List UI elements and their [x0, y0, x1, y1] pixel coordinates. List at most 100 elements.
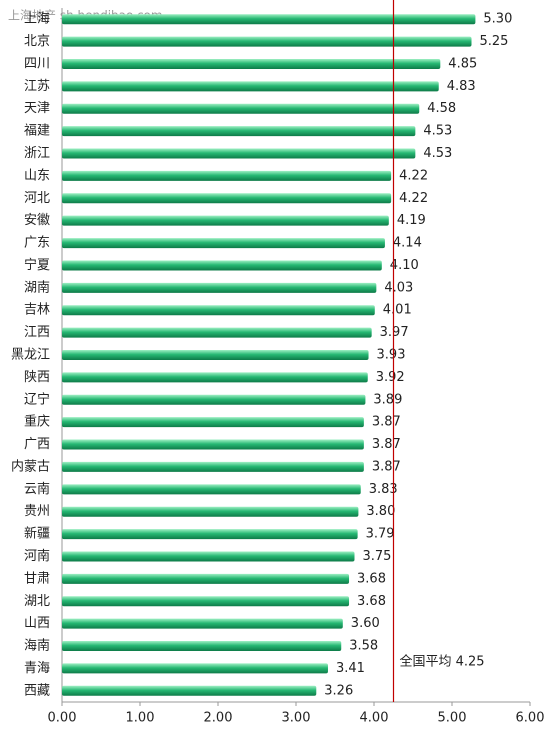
- bar: [62, 81, 439, 92]
- y-tick-label: 海南: [24, 638, 50, 654]
- bar: [62, 573, 350, 584]
- bar: [62, 641, 342, 652]
- data-label: 3.87: [372, 415, 401, 430]
- bar: [62, 215, 389, 226]
- bar: [62, 36, 472, 47]
- x-tick-label: 1.00: [126, 711, 155, 726]
- y-tick-label: 陕西: [24, 370, 50, 385]
- y-tick-label: 广西: [24, 437, 50, 452]
- x-tick-label: 5.00: [438, 711, 467, 726]
- y-tick-label: 河南: [24, 548, 50, 564]
- y-tick-label: 黑龙江: [11, 348, 50, 363]
- data-label: 3.87: [372, 459, 401, 474]
- data-label: 3.92: [376, 370, 405, 385]
- data-label: 3.89: [373, 392, 402, 407]
- data-label: 4.53: [423, 146, 452, 161]
- bar: [62, 126, 416, 137]
- y-tick-label: 山东: [24, 168, 50, 183]
- data-label: 4.83: [447, 79, 476, 94]
- y-tick-label: 甘肃: [24, 571, 50, 586]
- bar: [62, 350, 369, 360]
- bar: [62, 282, 377, 293]
- data-label: 3.68: [357, 594, 386, 609]
- y-tick-label: 四川: [24, 56, 50, 71]
- y-tick-label: 北京: [24, 34, 50, 49]
- x-tick-label: 2.00: [204, 711, 233, 726]
- data-label: 4.03: [384, 280, 413, 295]
- data-label: 3.97: [380, 325, 409, 340]
- data-label: 3.26: [324, 683, 353, 698]
- data-label: 4.14: [393, 236, 422, 251]
- y-tick-label: 福建: [24, 124, 50, 139]
- data-label: 3.68: [357, 571, 386, 586]
- bar: [62, 394, 366, 405]
- data-label: 4.85: [448, 56, 477, 71]
- data-label: 4.53: [423, 124, 452, 139]
- data-label: 3.83: [369, 482, 398, 497]
- y-tick-label: 浙江: [24, 146, 50, 161]
- bar: [62, 551, 355, 562]
- data-label: 5.25: [480, 34, 509, 49]
- bar: [62, 14, 476, 25]
- bar: [62, 663, 328, 674]
- bar: [62, 305, 375, 316]
- data-label: 3.93: [377, 348, 406, 363]
- bar: [62, 417, 364, 428]
- bar: [62, 484, 361, 495]
- y-tick-label: 西藏: [24, 683, 50, 698]
- data-label: 3.79: [366, 527, 395, 542]
- bar: [62, 506, 359, 517]
- bar: [62, 596, 350, 607]
- data-label: 5.30: [483, 12, 512, 27]
- data-label: 3.75: [363, 549, 392, 564]
- bar: [62, 461, 364, 472]
- y-tick-label: 湖北: [24, 594, 50, 609]
- y-tick-label: 辽宁: [24, 391, 50, 407]
- bar: [62, 529, 358, 540]
- data-label: 4.10: [390, 258, 419, 273]
- y-tick-label: 湖南: [24, 279, 50, 295]
- bar: [62, 58, 441, 69]
- bar: [62, 238, 385, 249]
- data-label: 3.80: [366, 504, 395, 519]
- x-tick-label: 0.00: [48, 711, 77, 726]
- y-tick-label: 江西: [24, 325, 50, 340]
- y-tick-label: 内蒙古: [11, 458, 50, 474]
- y-tick-label: 上海: [24, 12, 50, 27]
- y-tick-label: 贵州: [24, 504, 50, 519]
- x-tick-label: 6.00: [516, 711, 545, 726]
- y-tick-label: 重庆: [24, 414, 50, 430]
- x-tick-label: 4.00: [360, 711, 389, 726]
- y-tick-label: 吉林: [24, 303, 50, 318]
- data-label: 3.87: [372, 437, 401, 452]
- y-tick-label: 新疆: [24, 526, 50, 542]
- y-tick-label: 江苏: [24, 78, 50, 94]
- bar: [62, 327, 372, 338]
- data-label: 4.19: [397, 213, 426, 228]
- y-tick-label: 宁夏: [24, 257, 50, 273]
- bar: [62, 618, 343, 629]
- y-tick-label: 云南: [24, 481, 50, 497]
- data-label: 4.22: [399, 168, 428, 183]
- y-tick-label: 青海: [24, 661, 50, 676]
- data-label: 4.58: [427, 101, 456, 116]
- y-tick-label: 河北: [24, 191, 50, 206]
- bar: [62, 148, 416, 159]
- data-label: 4.22: [399, 191, 428, 206]
- bar: [62, 439, 364, 450]
- data-label: 3.41: [336, 661, 365, 676]
- reference-label: 全国平均 4.25: [400, 654, 485, 670]
- y-tick-label: 安徽: [24, 213, 50, 228]
- bar: [62, 260, 382, 271]
- bar: [62, 103, 420, 114]
- data-label: 4.01: [383, 303, 412, 318]
- data-label: 3.60: [351, 616, 380, 631]
- data-label: 3.58: [349, 639, 378, 654]
- bar: [62, 372, 368, 383]
- y-tick-label: 广东: [24, 236, 50, 251]
- x-tick-label: 3.00: [282, 711, 311, 726]
- y-tick-label: 天津: [24, 101, 50, 116]
- y-tick-label: 山西: [24, 616, 50, 631]
- bar: [62, 685, 317, 696]
